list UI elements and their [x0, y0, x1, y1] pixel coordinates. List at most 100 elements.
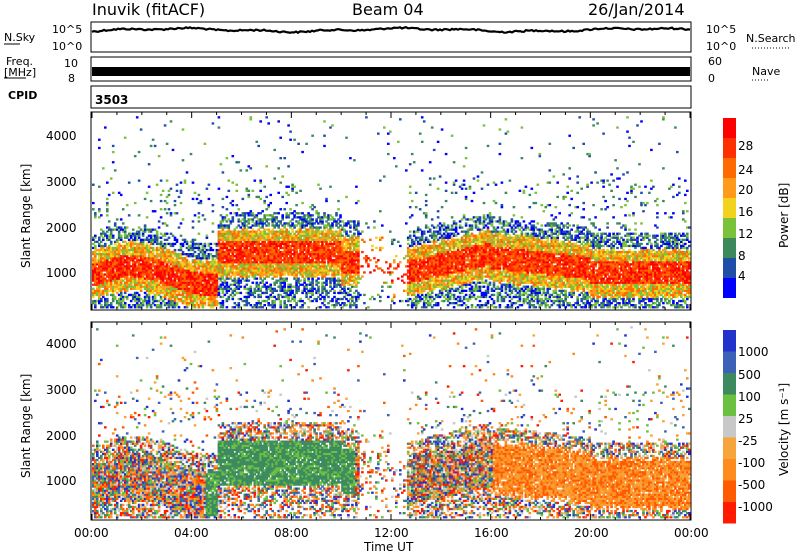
heatmap-cell	[405, 169, 408, 172]
heatmap-cell	[181, 287, 185, 290]
heatmap-cell	[98, 285, 101, 288]
heatmap-cell	[187, 273, 191, 276]
heatmap-cell	[416, 275, 420, 278]
heatmap-cell	[235, 232, 239, 235]
heatmap-cell	[171, 273, 175, 276]
heatmap-cell	[209, 287, 213, 290]
heatmap-cell	[235, 236, 239, 239]
heatmap-cell	[173, 263, 177, 266]
heatmap-cell	[197, 216, 201, 219]
heatmap-cell	[121, 248, 125, 252]
heatmap-cell	[131, 257, 135, 260]
heatmap-cell	[147, 244, 151, 248]
heatmap-cell	[102, 283, 105, 286]
heatmap-cell	[189, 279, 193, 282]
heatmap-cell	[163, 238, 167, 241]
heatmap-cell	[289, 220, 292, 223]
heatmap-cell	[247, 222, 251, 225]
heatmap-cell	[287, 222, 290, 225]
heatmap-cell	[255, 222, 259, 225]
heatmap-cell	[253, 269, 257, 272]
heatmap-cell	[143, 253, 147, 256]
heatmap-cell	[123, 261, 127, 264]
heatmap-cell	[137, 285, 141, 288]
heatmap-cell	[215, 289, 219, 292]
heatmap-cell	[283, 281, 286, 284]
heatmap-cell	[159, 246, 163, 250]
heatmap-cell	[249, 236, 253, 239]
heatmap-cell	[271, 228, 274, 231]
heatmap-cell	[337, 277, 340, 280]
heatmap-cell	[129, 259, 133, 262]
heatmap-cell	[279, 208, 282, 211]
heatmap-cell	[137, 226, 141, 229]
heatmap-cell	[125, 234, 129, 237]
heatmap-cell	[151, 285, 155, 288]
heatmap-cell	[247, 269, 251, 272]
heatmap-cell	[104, 259, 107, 262]
heatmap-cell	[255, 281, 259, 284]
heatmap-cell	[171, 267, 175, 270]
heatmap-cell	[171, 304, 175, 307]
heatmap-cell	[193, 283, 197, 286]
heatmap-cell	[115, 244, 119, 248]
heatmap-cell	[195, 271, 199, 274]
heatmap-cell	[243, 275, 247, 278]
heatmap-cell	[205, 281, 209, 284]
heatmap-cell	[335, 267, 338, 270]
heatmap-cell	[393, 293, 396, 297]
heatmap-cell	[412, 253, 416, 256]
heatmap-cell	[127, 273, 131, 276]
heatmap-cell	[317, 289, 320, 292]
heatmap-cell	[159, 179, 163, 182]
heatmap-cell	[325, 289, 328, 292]
heatmap-cell	[106, 253, 109, 256]
heatmap-cell	[275, 216, 278, 219]
heatmap-cell	[239, 253, 243, 256]
heatmap-cell	[201, 304, 205, 307]
heatmap-cell	[195, 275, 199, 278]
heatmap-cell	[215, 253, 219, 256]
heatmap-cell	[94, 302, 97, 305]
heatmap-cell	[147, 293, 151, 297]
heatmap-cell	[239, 279, 243, 282]
heatmap-cell	[115, 291, 119, 295]
heatmap-cell	[109, 263, 113, 266]
heatmap-cell	[189, 291, 193, 295]
heatmap-cell	[121, 265, 125, 268]
heatmap-cell	[329, 257, 332, 260]
heatmap-cell	[135, 297, 139, 301]
heatmap-cell	[243, 232, 247, 235]
heatmap-cell	[251, 238, 255, 241]
heatmap-cell	[121, 261, 125, 264]
heatmap-cell	[111, 277, 115, 280]
heatmap-cell	[241, 212, 245, 215]
heatmap-cell	[221, 302, 225, 305]
heatmap-cell	[412, 240, 416, 243]
heatmap-cell	[305, 218, 308, 221]
heatmap-cell	[167, 297, 171, 301]
heatmap-cell	[424, 306, 428, 309]
heatmap-cell	[221, 299, 225, 303]
heatmap-cell	[183, 302, 187, 305]
heatmap-cell	[249, 210, 253, 213]
heatmap-cell	[153, 304, 157, 307]
heatmap-cell	[106, 250, 109, 254]
heatmap-cell	[92, 299, 95, 303]
heatmap-cell	[221, 244, 225, 248]
heatmap-cell	[295, 191, 298, 194]
heatmap-cell	[209, 265, 213, 268]
heatmap-cell	[179, 265, 183, 268]
heatmap-cell	[149, 263, 153, 266]
heatmap-cell	[408, 206, 412, 209]
heatmap-cell	[159, 304, 163, 307]
heatmap-cell	[397, 263, 400, 266]
heatmap-cell	[173, 255, 177, 258]
heatmap-cell	[281, 214, 284, 217]
heatmap-cell	[227, 277, 231, 280]
heatmap-cell	[143, 226, 147, 229]
heatmap-cell	[193, 267, 197, 270]
heatmap-cell	[211, 275, 215, 278]
heatmap-cell	[145, 304, 149, 307]
heatmap-cell	[229, 232, 233, 235]
